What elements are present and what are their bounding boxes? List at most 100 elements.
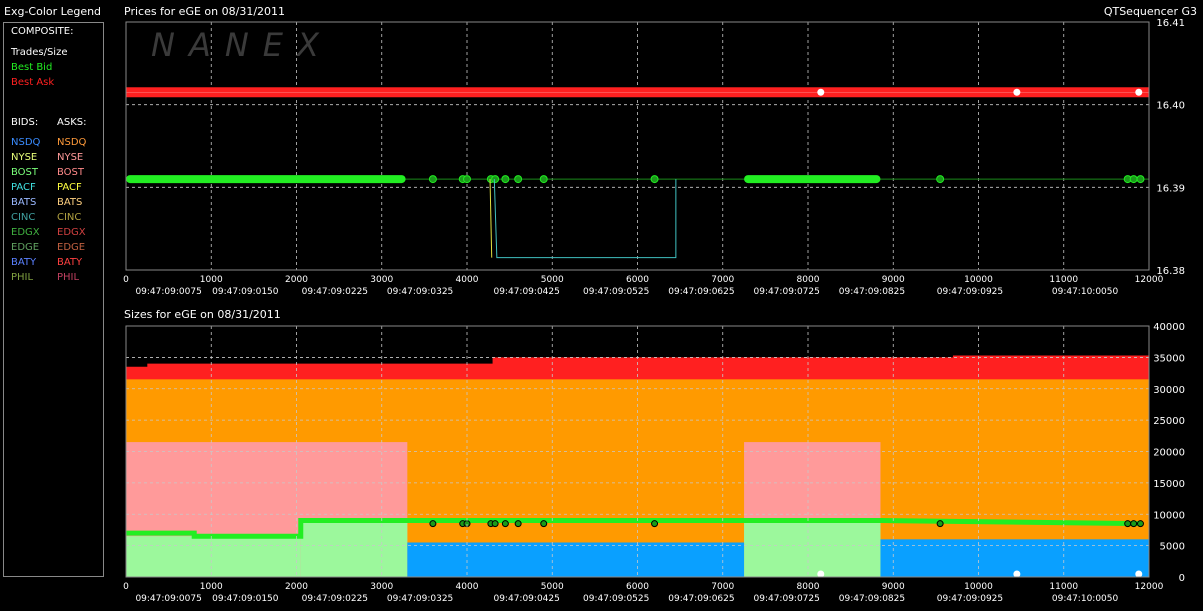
best-bid-size-point: [491, 520, 499, 528]
price-time-label: 09:47:09:0525: [583, 287, 649, 297]
price-time-label: 09:47:09:0075: [135, 287, 201, 297]
best-bid-size-point: [429, 520, 437, 528]
size-y-tick-label: 10000: [1153, 510, 1185, 521]
best-bid-point: [428, 175, 437, 184]
size-x-tick-label: 12000: [1135, 582, 1164, 592]
best-bid-point: [514, 175, 523, 184]
composite-label: COMPOSITE:: [11, 26, 74, 37]
size-time-label: 09:47:09:0625: [668, 594, 734, 604]
size-x-tick-label: 11000: [1049, 582, 1078, 592]
size-y-tick-label: 0: [1179, 573, 1185, 584]
price-x-tick-label: 4000: [456, 275, 479, 285]
price-frame: [125, 21, 1150, 271]
legend-ask-edge: EDGE: [57, 242, 86, 253]
asks-header: ASKS:: [57, 117, 87, 128]
price-x-tick-label: 9000: [882, 275, 905, 285]
size-x-tick-label: 6000: [626, 582, 649, 592]
legend-bid-bost: BOST: [11, 167, 39, 178]
price-x-tick-label: 6000: [626, 275, 649, 285]
size-x-tick-label: 8000: [797, 582, 820, 592]
trade-point: [817, 88, 825, 96]
price-x-tick-label: 11000: [1049, 275, 1078, 285]
trade-size-point: [1135, 570, 1143, 578]
price-time-label: 09:47:09:0825: [839, 287, 905, 297]
pacf-bid-dip-line: [489, 179, 493, 258]
price-time-label: 09:47:09:0225: [302, 287, 368, 297]
legend-ask-nsdq: NSDQ: [57, 137, 87, 148]
legend-bid-baty: BATY: [11, 257, 37, 268]
bids-header: BIDS:: [11, 117, 39, 128]
price-x-tick-label: 0: [123, 275, 129, 285]
price-time-label: 09:47:09:0925: [937, 287, 1003, 297]
legend-ask-bats: BATS: [57, 197, 83, 208]
legend-bid-nsdq: NSDQ: [11, 137, 41, 148]
bost-bid-area: [126, 536, 301, 577]
price-x-tick-label: 8000: [797, 275, 820, 285]
size-x-tick-label: 7000: [711, 582, 734, 592]
size-grid: [126, 326, 1149, 577]
legend-bid-pacf: PACF: [11, 182, 36, 193]
size-x-tick-label: 9000: [882, 582, 905, 592]
best-bid-point: [539, 175, 548, 184]
legend-bid-edgx: EDGX: [11, 227, 40, 238]
trade-size-point: [1013, 570, 1021, 578]
best-bid-size-point: [1136, 520, 1144, 528]
price-axes: 16.41 16.40 16.39 16.38 0 1000 2000 3000 4000 500…: [123, 18, 1185, 297]
best-bid-point: [491, 175, 500, 184]
price-x-tick-label: 2000: [285, 275, 308, 285]
best-bid-size-point: [540, 520, 548, 528]
legend-ask-bost: BOST: [57, 167, 85, 178]
size-time-label: 09:47:09:0325: [387, 594, 453, 604]
price-y-tick-label: 16.40: [1156, 101, 1185, 112]
legend-ask-pacf: PACF: [57, 182, 82, 193]
best-bid-band: [744, 175, 881, 184]
legend-bid-nyse: NYSE: [11, 152, 38, 163]
size-time-label: 09:47:09:0225: [302, 594, 368, 604]
size-time-label: 09:47:09:0425: [493, 594, 559, 604]
size-y-tick-label: 30000: [1153, 385, 1185, 396]
size-time-label: 09:47:09:0825: [839, 594, 905, 604]
size-time-label: 09:47:09:0150: [212, 594, 279, 604]
legend-bid-edge: EDGE: [11, 242, 40, 253]
bost-bid-area: [744, 520, 881, 577]
price-x-tick-label: 12000: [1135, 275, 1164, 285]
size-time-label: 09:47:09:0075: [135, 594, 201, 604]
size-y-tick-label: 35000: [1153, 353, 1185, 364]
best-bid-point: [501, 175, 510, 184]
price-x-tick-label: 7000: [711, 275, 734, 285]
best-bid-point: [936, 175, 945, 184]
size-frame: [125, 325, 1150, 578]
trade-size-point: [817, 570, 825, 578]
best-bid-label: Best Bid: [11, 62, 53, 73]
price-time-label: 09:47:10:0050: [1052, 287, 1119, 297]
size-y-tick-label: 15000: [1153, 479, 1185, 490]
price-x-tick-label: 10000: [964, 275, 993, 285]
best-bid-size-point: [651, 520, 659, 528]
size-x-tick-label: 3000: [370, 582, 393, 592]
best-bid-size-point: [936, 520, 944, 528]
legend-bid-cinc: CINC: [11, 212, 36, 223]
price-chart-title: Prices for eGE on 08/31/2011: [124, 5, 285, 18]
size-y-tick-label: 5000: [1160, 542, 1185, 553]
best-bid-point: [463, 175, 471, 184]
best-bid-band: [126, 175, 406, 184]
size-axes: 4000035000300002500020000150001000050000…: [123, 322, 1185, 604]
legend-ask-edgx: EDGX: [57, 227, 86, 238]
price-y-tick-label: 16.39: [1156, 183, 1185, 194]
app-name: QTSequencer G3: [1104, 5, 1197, 18]
best-bid-size-line: [126, 518, 1141, 539]
price-x-tick-label: 3000: [370, 275, 393, 285]
trade-point: [1013, 88, 1021, 96]
best-bid-size-point: [514, 520, 522, 528]
price-time-label: 09:47:09:0325: [387, 287, 453, 297]
size-y-tick-label: 40000: [1153, 322, 1185, 333]
legend-ask-phil: PHIL: [57, 272, 80, 283]
best-bid-size-point: [1124, 520, 1132, 528]
size-x-tick-label: 10000: [964, 582, 993, 592]
trade-point: [1135, 88, 1143, 96]
price-x-tick-label: 1000: [200, 275, 223, 285]
size-y-tick-label: 25000: [1153, 416, 1185, 427]
best-ask-label: Best Ask: [11, 77, 55, 88]
price-y-tick-label: 16.38: [1156, 266, 1185, 277]
legend-ask-cinc: CINC: [57, 212, 82, 223]
